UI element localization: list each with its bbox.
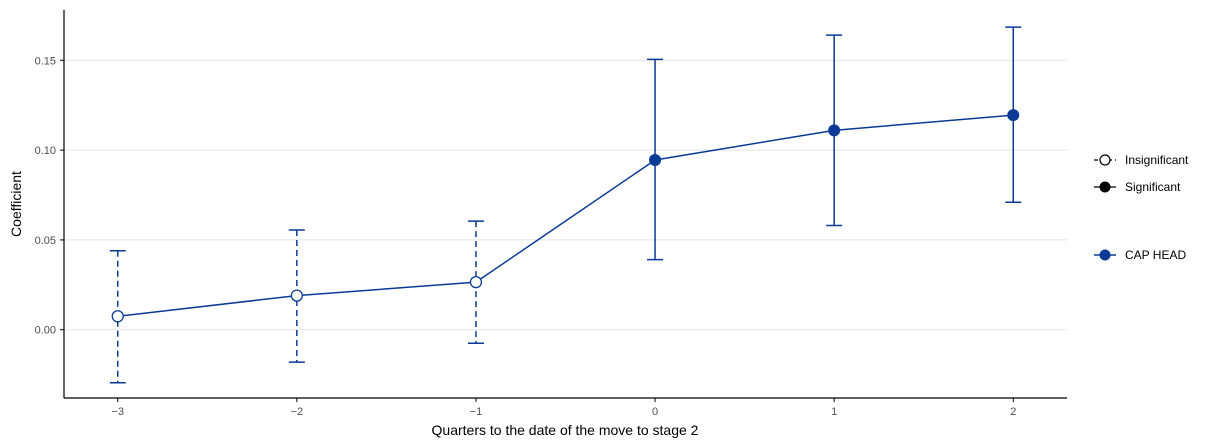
grid-lines — [64, 59, 1067, 331]
data-point-significant — [1007, 109, 1020, 122]
series-lines — [117, 114, 1014, 318]
series-line — [117, 114, 1014, 318]
data-point-insignificant — [111, 310, 124, 323]
x-tick-label: −2 — [291, 406, 304, 418]
x-tick-label: 0 — [652, 406, 658, 418]
y-axis-label: Coefficient — [8, 171, 24, 237]
data-point-significant — [649, 153, 662, 166]
legend-item-significant: Significant — [1094, 180, 1181, 194]
legend-cap-head-marker-icon — [1099, 249, 1111, 261]
data-point-insignificant — [469, 275, 483, 289]
y-tick-label: 0.15 — [35, 55, 56, 67]
legend-cap-head-label: CAP HEAD — [1125, 248, 1186, 262]
legend-filled-circle-icon — [1099, 181, 1111, 193]
series-points — [111, 109, 1020, 323]
y-tick-label: 0.10 — [35, 145, 56, 157]
x-axis-label: Quarters to the date of the move to stag… — [432, 422, 699, 438]
axes — [63, 10, 1067, 399]
x-tick-label: 2 — [1010, 406, 1016, 418]
legend-significant-label: Significant — [1125, 180, 1181, 194]
x-tick-label: −3 — [111, 406, 124, 418]
legend-open-circle-icon — [1099, 154, 1111, 166]
legend-insignificant-label: Insignificant — [1125, 153, 1189, 167]
axis-ticks: 0.00 0.05 0.10 0.15 −3 −2 −1 0 1 2 — [35, 55, 1017, 418]
y-tick-label: 0.00 — [35, 325, 56, 337]
x-tick-label: −1 — [470, 406, 483, 418]
data-point-insignificant — [290, 289, 303, 302]
legend-item-insignificant: Insignificant — [1094, 153, 1189, 167]
legend: Insignificant Significant CAP HEAD — [1094, 153, 1189, 262]
y-tick-label: 0.05 — [35, 235, 56, 247]
legend-item-cap-head: CAP HEAD — [1094, 248, 1186, 262]
x-tick-label: 1 — [831, 406, 837, 418]
data-point-significant — [828, 124, 841, 137]
